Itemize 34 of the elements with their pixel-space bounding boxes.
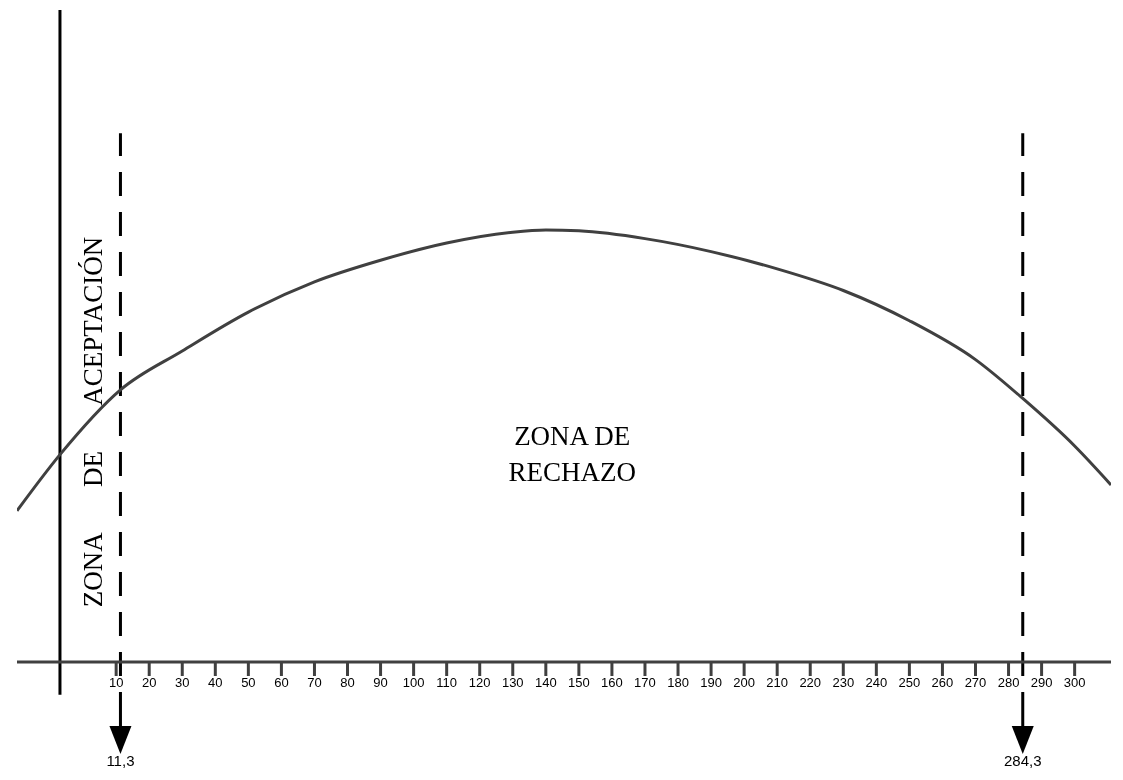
x-tick-label: 290 bbox=[1030, 675, 1053, 691]
x-tick-label: 260 bbox=[931, 675, 954, 691]
x-tick-label: 10 bbox=[108, 675, 124, 691]
x-tick-label: 60 bbox=[274, 675, 289, 691]
x-tick-label: 280 bbox=[997, 675, 1020, 691]
x-tick-label: 50 bbox=[241, 675, 256, 691]
x-tick-label: 140 bbox=[534, 675, 557, 691]
x-tick-label: 80 bbox=[340, 675, 355, 691]
x-tick-label: 20 bbox=[141, 675, 157, 691]
x-tick-label: 90 bbox=[373, 675, 388, 691]
x-tick-label: 190 bbox=[700, 675, 722, 691]
x-tick-label: 110 bbox=[436, 675, 458, 691]
x-tick-label: 130 bbox=[501, 675, 524, 691]
x-tick-label: 180 bbox=[667, 675, 689, 691]
x-tick-label: 150 bbox=[568, 675, 590, 691]
x-tick-label: 100 bbox=[402, 675, 425, 691]
x-tick-label: 160 bbox=[601, 675, 623, 691]
x-tick-label: 170 bbox=[634, 675, 656, 691]
x-tick-label: 300 bbox=[1063, 675, 1086, 691]
x-tick-label: 250 bbox=[898, 675, 921, 691]
ref-line-label: 11,3 bbox=[106, 752, 135, 769]
annotation: ZONA DE ACEPTACIÓN bbox=[77, 236, 108, 608]
ref-line-label: 284,3 bbox=[1003, 752, 1042, 769]
x-tick-label: 30 bbox=[175, 675, 190, 691]
x-tick-label: 230 bbox=[832, 675, 855, 691]
x-tick-label: 270 bbox=[964, 675, 987, 691]
x-tick-label: 220 bbox=[799, 675, 822, 691]
x-tick-label: 210 bbox=[766, 675, 789, 691]
x-tick-label: 120 bbox=[468, 675, 491, 691]
x-tick-label: 40 bbox=[208, 675, 223, 691]
x-tick-label: 200 bbox=[733, 675, 755, 691]
x-tick-label: 70 bbox=[307, 675, 322, 691]
x-tick-label: 240 bbox=[865, 675, 888, 691]
annotation: ZONA DE RECHAZO bbox=[508, 421, 637, 487]
